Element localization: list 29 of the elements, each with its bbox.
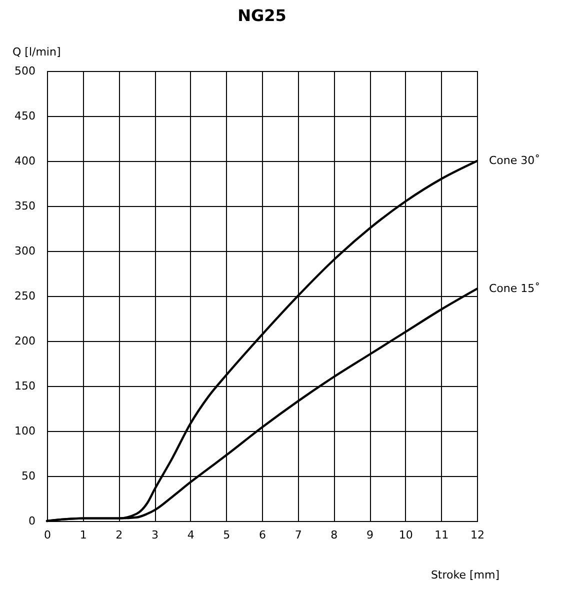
y-tick-label: 350 xyxy=(14,200,36,212)
y-tick-label: 200 xyxy=(14,334,36,348)
x-tick-label: 1 xyxy=(80,528,87,542)
chart-title: NG25 xyxy=(238,6,286,25)
y-tick-label: 250 xyxy=(14,290,36,302)
y-tick-label: 150 xyxy=(14,380,36,392)
x-axis-title: Stroke [mm] xyxy=(430,568,500,582)
series-label: Cone 15˚ xyxy=(489,282,540,295)
x-tick-label: 6 xyxy=(259,528,266,542)
x-tick-label: 11 xyxy=(434,528,449,542)
x-tick-label: 9 xyxy=(366,528,374,542)
x-tick-label: 12 xyxy=(470,528,484,542)
x-tick-label: 2 xyxy=(116,528,123,542)
x-tick-label: 0 xyxy=(44,528,51,542)
y-tick-label: 450 xyxy=(14,110,36,122)
y-tick-label: 500 xyxy=(14,64,36,78)
x-tick-label: 3 xyxy=(152,528,158,542)
y-tick-label: 400 xyxy=(14,154,36,168)
x-tick-label: 4 xyxy=(187,528,194,542)
y-axis-title: Q [l/min] xyxy=(12,46,61,58)
x-tick-label: 7 xyxy=(294,528,302,542)
x-tick-label: 8 xyxy=(330,528,338,542)
y-tick-label: 300 xyxy=(14,244,36,258)
x-tick-label: 10 xyxy=(398,528,413,542)
y-tick-label: 100 xyxy=(14,424,36,438)
y-tick-label: 0 xyxy=(28,514,36,528)
x-tick-label: 5 xyxy=(223,528,230,542)
series-label: Cone 30˚ xyxy=(489,154,540,167)
y-tick-label: 50 xyxy=(22,470,36,482)
